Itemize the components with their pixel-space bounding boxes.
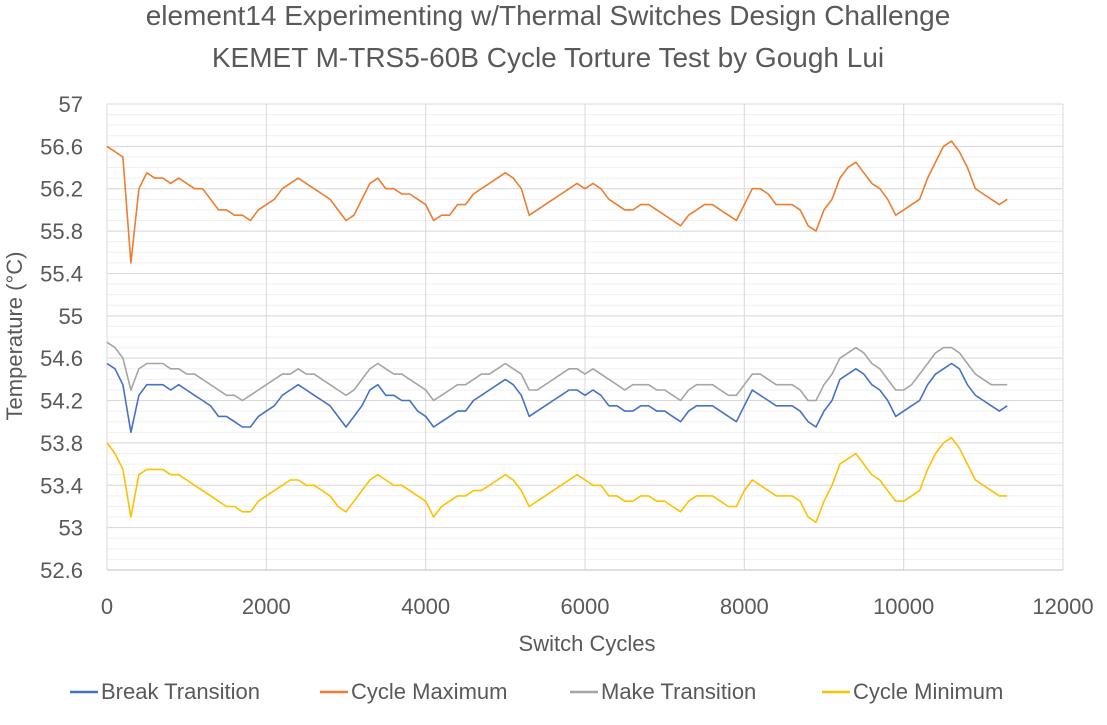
- series-line-cycle-maximum: [106, 140, 1008, 264]
- x-tick-label: 4000: [401, 594, 450, 619]
- legend: Break Transition Cycle Maximum Make Transi…: [70, 679, 1003, 704]
- y-tick-label: 54.2: [40, 389, 83, 414]
- y-tick-label: 57: [59, 92, 83, 117]
- legend-label: Cycle Minimum: [853, 679, 1003, 704]
- y-axis-label: Temperature (°C): [2, 252, 27, 421]
- x-tick-label: 6000: [561, 594, 610, 619]
- chart-subtitle: KEMET M-TRS5-60B Cycle Torture Test by G…: [212, 42, 884, 73]
- series-layer: [106, 140, 1008, 524]
- series-line-cycle-minimum: [106, 436, 1008, 524]
- y-tick-label: 55.4: [40, 261, 83, 286]
- y-tick-label: 53.8: [40, 431, 83, 456]
- series-line-break-transition: [106, 362, 1008, 434]
- y-tick-label: 53.4: [40, 473, 83, 498]
- x-tick-label: 8000: [720, 594, 769, 619]
- y-tick-label: 52.6: [40, 558, 83, 583]
- legend-label: Cycle Maximum: [351, 679, 507, 704]
- x-tick-label: 2000: [242, 594, 291, 619]
- y-tick-label: 54.6: [40, 346, 83, 371]
- tick-labels: 52.6 53 53.4 53.8 54.2 54.6 55 55.4 55.8 56.2 56.6…: [40, 92, 1093, 619]
- x-axis-label: Switch Cycles: [519, 631, 656, 656]
- x-tick-label: 12000: [1032, 594, 1093, 619]
- x-tick-label: 10000: [873, 594, 934, 619]
- y-tick-label: 55.8: [40, 219, 83, 244]
- y-tick-label: 55: [59, 304, 83, 329]
- series-line-make-transition: [106, 341, 1008, 402]
- y-tick-label: 56.2: [40, 177, 83, 202]
- legend-label: Break Transition: [101, 679, 260, 704]
- chart-title: element14 Experimenting w/Thermal Switch…: [146, 0, 951, 31]
- x-tick-label: 0: [101, 594, 113, 619]
- y-tick-label: 53: [59, 516, 83, 541]
- gridlines: [106, 103, 1064, 571]
- y-tick-label: 56.6: [40, 134, 83, 159]
- legend-label: Make Transition: [601, 679, 756, 704]
